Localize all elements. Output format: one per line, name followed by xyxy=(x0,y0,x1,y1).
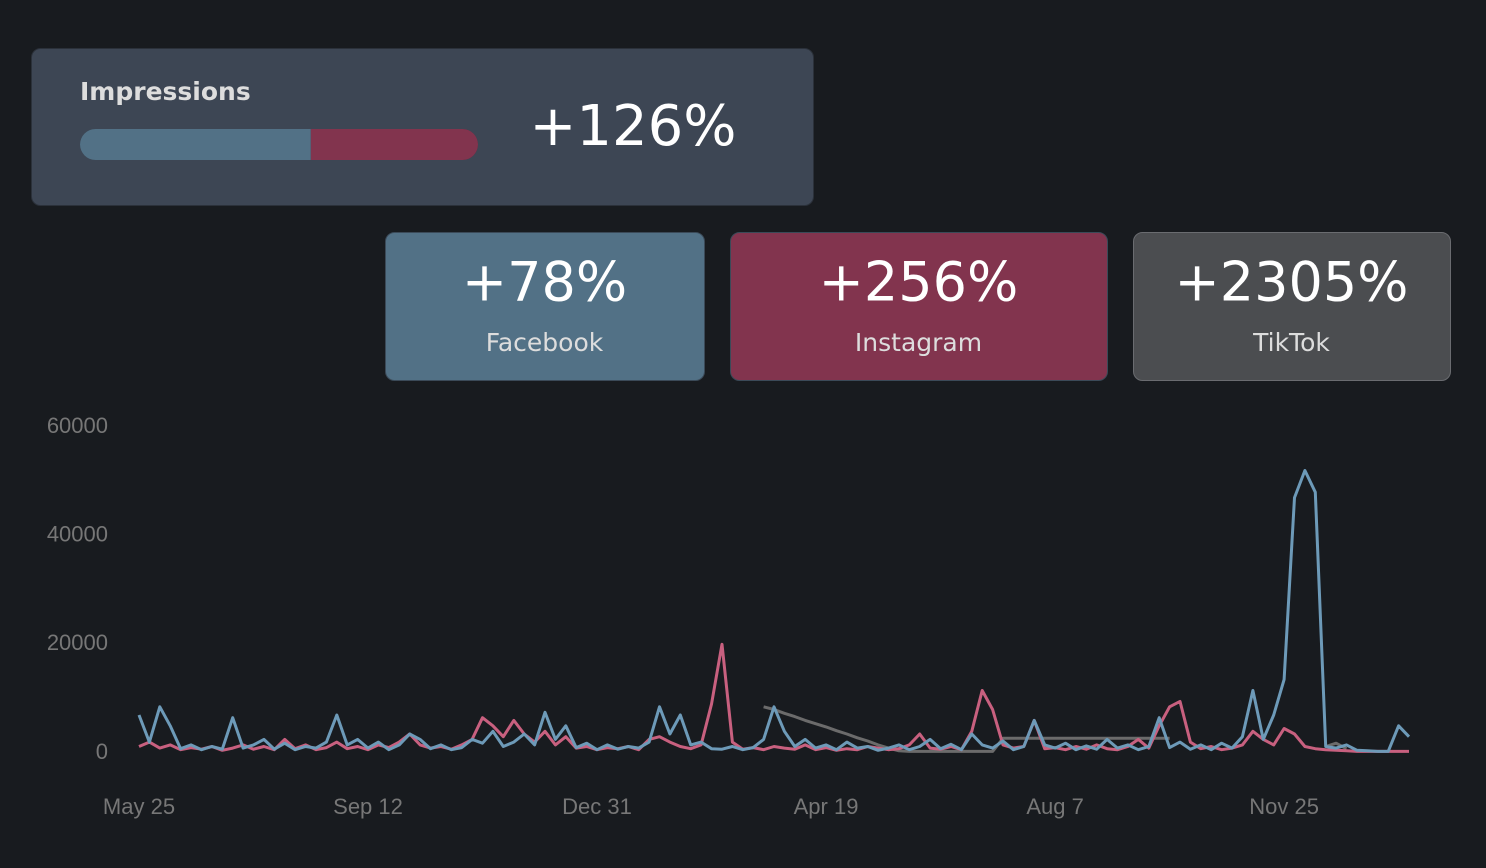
impressions-change: +126% xyxy=(529,94,736,159)
platform-label: Instagram xyxy=(855,328,982,357)
platform-card xyxy=(385,232,705,381)
y-tick-label: 60000 xyxy=(47,413,108,438)
impressions-title: Impressions xyxy=(80,77,251,106)
x-tick-label: Aug 7 xyxy=(1026,794,1084,819)
platform-label: TikTok xyxy=(1252,328,1330,357)
impressions-bar-segment xyxy=(80,129,311,160)
x-tick-label: Dec 31 xyxy=(562,794,632,819)
x-tick-label: May 25 xyxy=(103,794,175,819)
platform-change: +256% xyxy=(819,251,1019,314)
x-tick-label: Sep 12 xyxy=(333,794,403,819)
x-tick-label: Nov 25 xyxy=(1249,794,1319,819)
y-tick-label: 40000 xyxy=(47,521,108,546)
impressions-bar-segment xyxy=(310,129,478,160)
platform-change: +78% xyxy=(462,251,627,314)
y-tick-label: 0 xyxy=(96,739,108,764)
platform-change: +2305% xyxy=(1175,251,1409,314)
platform-card xyxy=(1133,232,1451,381)
platform-card xyxy=(730,232,1108,381)
y-tick-label: 20000 xyxy=(47,630,108,655)
x-tick-label: Apr 19 xyxy=(794,794,859,819)
series-line xyxy=(137,469,1411,753)
platform-label: Facebook xyxy=(486,328,604,357)
impressions-card xyxy=(31,48,814,206)
